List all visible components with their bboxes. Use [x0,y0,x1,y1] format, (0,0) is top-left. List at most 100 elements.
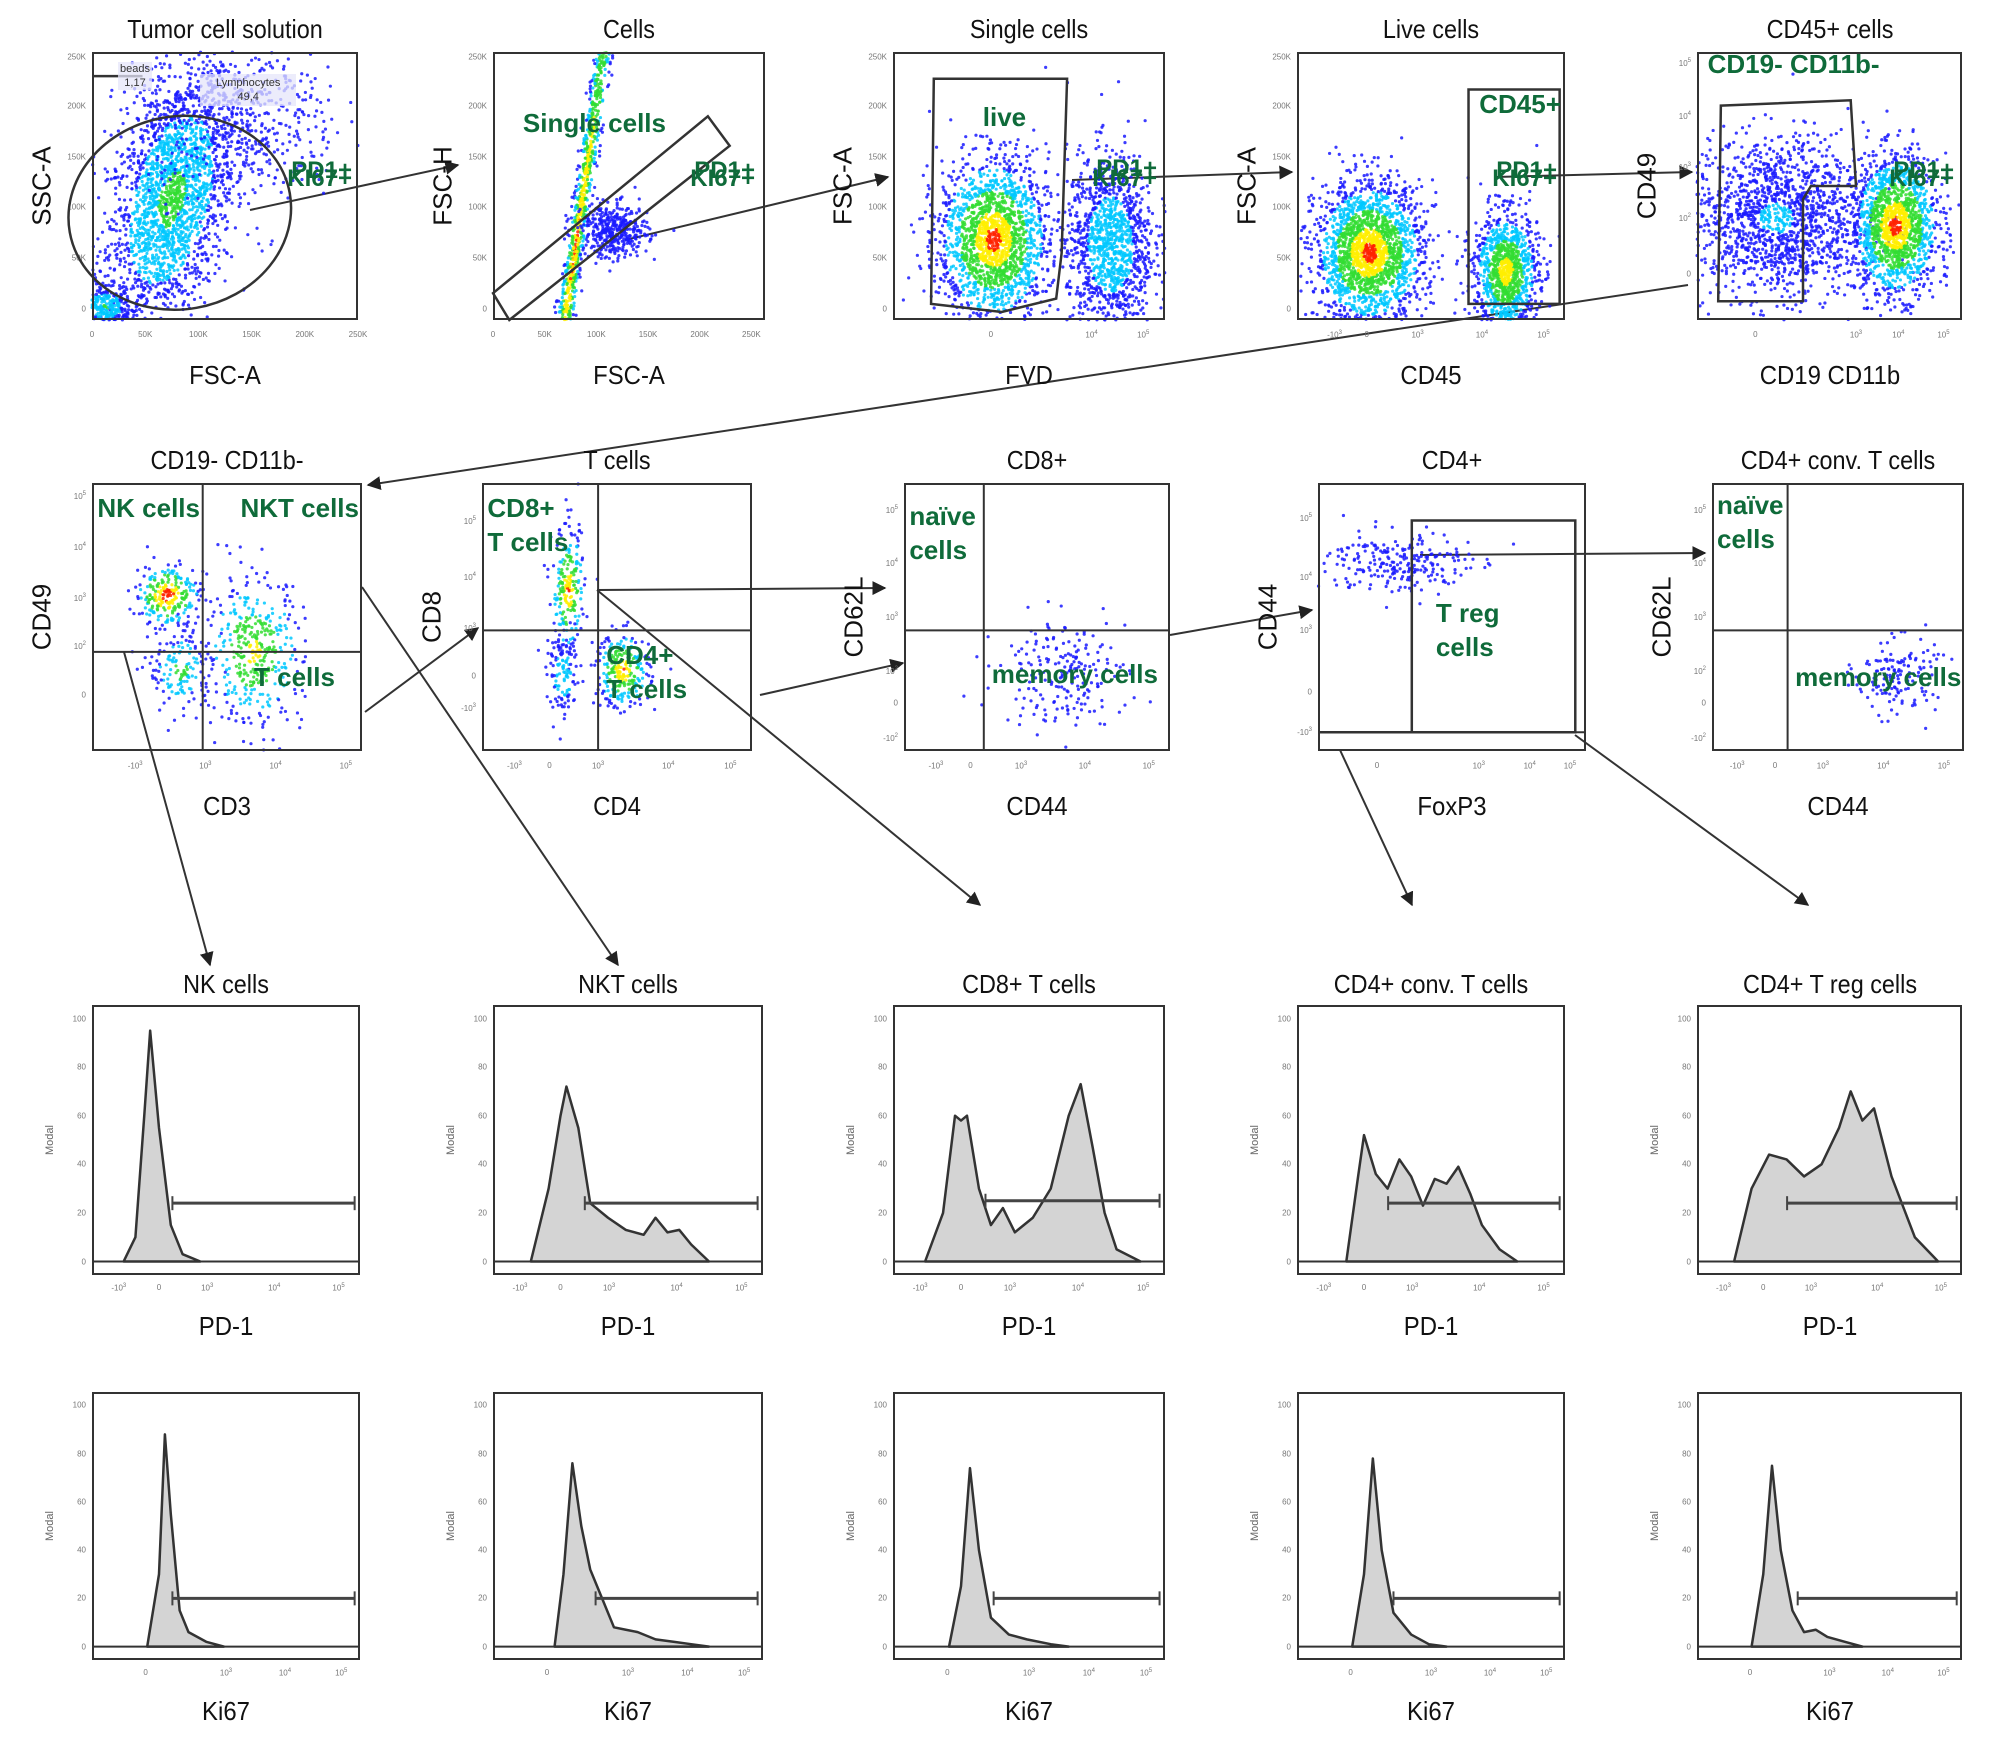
y-axis-label: FSC-A [827,147,858,225]
plot-frame [92,1392,360,1660]
gate-label: live [982,102,1027,133]
x-tick-label: 103 [1003,1283,1017,1293]
y-tick-label: 20 [1282,1208,1291,1218]
histogram-curve [553,1462,711,1648]
x-axis-label: FoxP3 [1417,791,1487,821]
histogram-curve [1732,1090,1940,1263]
beads-gate-label: beads 1,17 [118,62,152,90]
x-tick-label: 103 [201,1283,214,1293]
y-axis-label: Modal [445,1511,457,1541]
y-tick-label: 0 [81,1257,86,1266]
x-axis-label: CD45 [1400,360,1462,390]
scatter-dots [1712,483,1964,751]
y-tick-label: 0 [482,1642,487,1652]
gate-label: NKT cells [240,493,360,524]
plot-frame [1697,1392,1962,1660]
scatter-dots [1316,513,1586,734]
y-tick-label: 105 [463,515,476,526]
gate-label: T reg cells [1435,597,1500,662]
gate-label: NK cells [97,493,200,524]
y-axis-label: FSC-A [1231,147,1262,225]
histogram [92,1029,360,1263]
x-tick-label: 100K [189,330,208,339]
histogram [493,1085,763,1263]
y-tick-label: 60 [1682,1497,1691,1507]
x-tick-label: 0 [945,1668,950,1677]
plot-frame [904,483,1170,751]
x-tick-label: 0 [1753,330,1758,339]
y-tick-label: 105 [1693,504,1706,515]
panel-title: Live cells [1382,14,1480,44]
y-tick-label: 0 [882,1642,887,1652]
y-tick-label: 80 [1682,1062,1691,1072]
y-tick-label: 100 [873,1400,887,1410]
x-tick-label: 103 [1816,761,1829,771]
x-axis-label: Ki67 [202,1696,250,1726]
gate-label: CD8+ T cells [487,493,569,558]
gate-outline [1716,98,1858,303]
y-axis-label: Modal [1249,1511,1261,1541]
scatter-dots [904,483,1170,751]
gate-label: KI67+ [1492,165,1557,193]
x-tick-label: 0 [1364,330,1369,339]
y-tick-label: 20 [77,1208,86,1218]
gate-label: memory cells [991,659,1158,690]
x-tick-label: -103 [1327,330,1342,340]
plot-frame [1297,1392,1565,1660]
y-tick-label: 40 [77,1545,86,1555]
y-tick-label: 150K [468,152,487,162]
y-tick-label: 100 [1277,1014,1291,1023]
y-tick-label: 0 [1286,1642,1291,1652]
histogram-curve [529,1085,711,1263]
y-tick-label: 102 [885,665,898,676]
gating-arrow [1574,734,1810,906]
y-tick-label: 40 [878,1159,887,1169]
gate-label: PD1+ [291,157,352,185]
x-tick-label: 104 [1085,330,1098,340]
y-tick-label: 104 [73,542,86,553]
y-tick-label: 0 [81,690,86,700]
y-tick-label: 60 [878,1497,887,1507]
y-tick-label: 102 [1678,213,1691,223]
panel-title: CD4+ conv. T cells [1740,445,1936,475]
beads-value: 1,17 [124,77,146,89]
y-tick-label: 104 [1693,558,1706,569]
plot-frame [1297,1005,1565,1275]
y-axis-label: FSC-H [427,146,458,226]
gate-label: KI67+ [1889,165,1954,193]
y-tick-label: 100 [72,1014,86,1023]
y-tick-label: 0 [81,1642,86,1652]
x-tick-label: 105 [1142,761,1155,771]
x-tick-label: 105 [339,761,352,771]
x-axis-label: CD44 [1006,791,1068,821]
x-tick-label: 250K [742,330,761,339]
x-tick-label: 105 [1937,330,1950,340]
scatter-dots [491,51,732,322]
x-tick-label: 103 [1022,1668,1036,1678]
plot-frame [1297,52,1565,320]
x-axis-label: FVD [1005,360,1053,390]
lymphocytes-label: Lymphocytes [216,77,281,89]
y-tick-label: 60 [1282,1497,1291,1507]
gating-arrow [361,586,619,967]
gate-label: T cells [254,661,335,692]
y-tick-label: 80 [77,1449,86,1459]
y-tick-label: 40 [478,1159,487,1169]
y-tick-label: 60 [478,1497,487,1507]
x-tick-label: 50K [138,330,153,339]
x-tick-label: -103 [1716,1283,1731,1293]
x-tick-label: 103 [1424,1668,1438,1678]
x-axis-label: PD-1 [1802,1311,1857,1341]
y-axis-label: CD49 [1631,152,1662,220]
x-tick-label: 0 [89,330,95,339]
gate-outline [1467,88,1561,306]
x-tick-label: -103 [512,1283,528,1293]
y-tick-label: 60 [878,1111,887,1121]
y-tick-label: 60 [1282,1111,1291,1121]
y-tick-label: 0 [1701,698,1706,708]
x-tick-label: 0 [558,1283,563,1292]
y-axis-label: CD44 [1252,583,1283,651]
y-tick-label: -103 [461,703,476,713]
y-tick-label: 20 [1682,1593,1691,1603]
y-tick-label: 250K [868,52,887,62]
